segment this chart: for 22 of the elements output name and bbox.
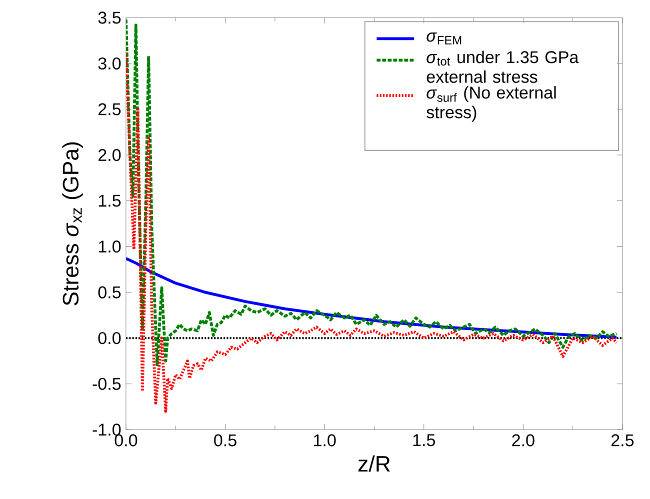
line-series xyxy=(126,50,618,413)
y-tick-label: 0.0 xyxy=(98,332,121,344)
y-tick-label: -1.0 xyxy=(92,423,121,436)
y-tick-label: 0.5 xyxy=(98,286,121,298)
y-tick-label: -0.5 xyxy=(92,378,121,390)
x-tick-label: 1.0 xyxy=(314,434,336,446)
line-series xyxy=(126,18,618,366)
y-tick-label: 3.0 xyxy=(98,57,121,70)
y-tick-label: 2.0 xyxy=(98,148,121,161)
x-axis-title: z/R xyxy=(358,455,390,472)
x-tick-label: 2.5 xyxy=(611,434,634,446)
y-tick-label: 3.5 xyxy=(98,11,121,24)
y-axis-title: Stress σ$_{xz}$ (GPa) xyxy=(62,142,83,306)
y-tick-label: 1.0 xyxy=(98,240,121,252)
y-tick-label: 2.5 xyxy=(98,102,121,116)
x-tick-label: 0.0 xyxy=(114,434,138,446)
x-tick-label: 1.5 xyxy=(413,434,435,446)
legend-label: σ$_{surf}$ (No external stress) xyxy=(426,86,556,122)
x-tick-label: 0.5 xyxy=(214,434,236,446)
legend-label: σ$_{FEM}$ xyxy=(426,32,462,44)
y-tick-label: 1.5 xyxy=(98,194,121,207)
x-tick-label: 2.0 xyxy=(512,434,534,446)
